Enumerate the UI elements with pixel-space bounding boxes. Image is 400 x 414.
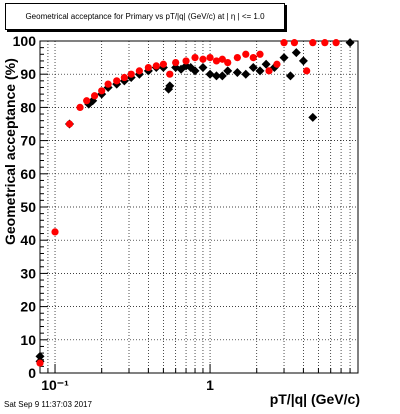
point-circle (91, 92, 99, 100)
y-tick-label: 80 (20, 99, 36, 115)
point-circle (309, 39, 317, 47)
point-circle (159, 60, 167, 68)
y-tick-label: 10 (20, 332, 36, 348)
point-circle (212, 57, 221, 65)
point-circle (104, 80, 112, 88)
y-tick-label: 60 (20, 166, 36, 182)
point-circle (135, 67, 143, 75)
data-points (35, 38, 355, 367)
point-diamond (232, 68, 242, 78)
point-circle (224, 58, 232, 67)
y-tick-label: 30 (20, 265, 36, 281)
point-diamond (217, 71, 227, 81)
point-circle (332, 39, 340, 47)
y-tick-label: 100 (13, 33, 37, 49)
timestamp: Sat Sep 9 11:37:03 2017 (4, 400, 92, 409)
x-tick-label: 10⁻¹ (41, 377, 69, 393)
point-diamond (198, 63, 208, 73)
point-circle (182, 57, 190, 65)
series-1 (36, 39, 340, 367)
point-circle (120, 73, 128, 82)
point-diamond (255, 66, 265, 76)
point-circle (191, 54, 199, 62)
point-diamond (223, 66, 233, 76)
point-diamond (261, 59, 271, 69)
x-tick-label: 1 (206, 377, 214, 393)
y-tick-label: 40 (20, 232, 36, 248)
point-circle (290, 39, 299, 47)
point-circle (98, 87, 106, 95)
point-diamond (298, 56, 308, 66)
point-circle (65, 120, 74, 128)
point-circle (273, 60, 281, 68)
point-diamond (279, 53, 289, 63)
y-tick-label: 0 (28, 365, 36, 381)
point-circle (233, 54, 241, 62)
y-axis-label: Geometrical acceptance (%) (2, 58, 18, 245)
point-diamond (308, 112, 318, 122)
point-circle (172, 58, 180, 67)
point-diamond (291, 48, 301, 58)
point-circle (206, 54, 214, 62)
series-0 (35, 38, 355, 366)
point-circle (242, 50, 250, 58)
point-circle (113, 77, 121, 85)
axes: 0 10 20 30 40 50 60 70 80 90 100 10⁻¹ 1 (13, 33, 359, 393)
point-circle (256, 50, 264, 58)
point-circle (144, 63, 152, 72)
point-circle (280, 39, 288, 47)
point-diamond (190, 66, 200, 76)
point-circle (51, 228, 59, 236)
point-circle (152, 62, 160, 70)
x-axis-label: pT/|q| (GeV/c) (269, 391, 360, 407)
point-circle (265, 67, 273, 75)
y-tick-label: 90 (20, 66, 36, 82)
point-circle (218, 55, 226, 63)
point-diamond (285, 71, 295, 81)
point-circle (321, 39, 329, 47)
y-tick-label: 70 (20, 133, 36, 149)
grid-lines (40, 41, 358, 373)
point-diamond (211, 71, 221, 81)
plot-frame (39, 40, 359, 374)
point-circle (76, 103, 84, 111)
point-diamond (248, 63, 258, 73)
point-diamond (205, 69, 215, 79)
point-diamond (35, 351, 45, 361)
point-circle (199, 55, 207, 63)
y-tick-label: 50 (20, 199, 36, 215)
y-tick-label: 20 (20, 299, 36, 315)
point-circle (36, 359, 44, 367)
point-diamond (241, 69, 251, 79)
point-circle (83, 97, 91, 105)
point-diamond (165, 81, 175, 91)
point-diamond (345, 38, 355, 48)
point-circle (303, 67, 311, 75)
chart-title-box: Geometrical acceptance for Primary vs pT… (5, 3, 285, 30)
chart-title: Geometrical acceptance for Primary vs pT… (25, 12, 265, 21)
point-circle (249, 54, 257, 62)
point-circle (166, 70, 174, 78)
point-circle (127, 70, 135, 78)
